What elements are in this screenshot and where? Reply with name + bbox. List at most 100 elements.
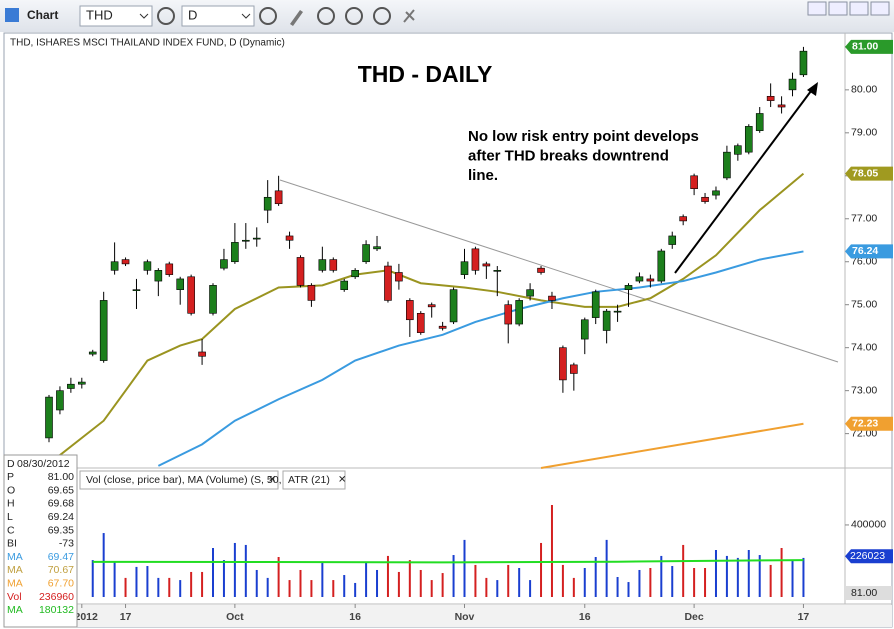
tab-close[interactable]: ✕ [338,475,346,486]
candle-body [701,196,709,202]
info-key: D [7,458,15,470]
settings-button[interactable] [157,7,175,25]
candle-body [548,295,556,301]
info-key: P [7,471,14,483]
volume-tick-label: 400000 [851,519,886,531]
volume-ma [92,559,804,564]
candle-body [657,250,666,282]
y-tick-label: 75.00 [851,298,877,310]
money-button[interactable] [373,7,391,25]
candle-body [570,364,578,374]
price-tag [845,39,893,54]
info-key: MA [7,564,23,576]
candle-body [187,276,195,314]
candle-body [799,50,808,76]
info-value: 69.68 [48,498,74,510]
candle-body [679,216,687,222]
candle-body [515,300,523,325]
info-value: 69.65 [48,484,74,496]
x-tick-label: Oct [226,611,244,623]
candle-body [766,95,775,101]
info-key: Vol [7,591,22,603]
plot: 81.0080.0079.0078.0077.0076.0075.0074.00… [45,39,893,623]
candle-body [734,145,742,155]
info-value: 67.70 [48,577,74,589]
dropdown-arrow [139,13,149,19]
candle-body [416,313,425,333]
maximize-button[interactable] [828,1,848,16]
info-key: MA [7,604,23,616]
candle-body [482,263,491,267]
candle-body [263,196,272,211]
minimize-button[interactable] [807,1,827,16]
candle-body [252,237,261,240]
dropdown-arrow [241,13,251,19]
close-button[interactable] [870,1,890,16]
date-axis [4,605,892,627]
bottom-tag [846,586,892,600]
trend-line [279,179,839,363]
candle-body [340,280,349,290]
y-tick-label: 80.00 [851,84,877,96]
candle-body [351,270,359,278]
candle-body [88,351,97,355]
time-button[interactable] [259,7,277,25]
moving-average [48,172,805,465]
candle-body [755,113,764,131]
candle-body [231,242,239,263]
candle-body [471,248,480,271]
volume-tab[interactable] [79,470,279,490]
candle-body [438,325,447,329]
y-tick-label: 76.00 [851,256,877,268]
candle-body [242,239,250,242]
info-value: 69.47 [48,551,74,563]
play-button[interactable] [345,7,363,25]
period-input[interactable] [181,5,255,27]
link-button[interactable] [403,9,415,23]
indicator-button[interactable] [317,7,335,25]
y-tick-label: 73.00 [851,384,877,396]
candle-body [690,175,698,189]
symbol-value: THD [86,7,113,22]
bottom-tag-label: 81.00 [851,587,877,599]
info-key: O [7,484,15,496]
symbol-input[interactable] [79,5,153,27]
candle-body [307,285,316,301]
draw-button[interactable] [290,10,303,26]
candle-body [602,310,611,331]
info-value: 70.67 [48,564,74,576]
app-icon [5,8,19,22]
annotation: No low risk entry point develops after TH… [468,128,699,184]
candle-body [143,261,152,271]
y-tick-label: 77.00 [851,213,877,225]
info-value: 08/30/2012 [17,458,70,470]
atr-tab-label: ATR (21) [288,474,330,486]
x-tick-label: Dec [684,611,703,623]
y-tick-label: 79.00 [851,127,877,139]
info-value: 69.35 [48,524,74,536]
candle-body [613,310,622,313]
candle-body [362,244,370,263]
chart-legend: THD, ISHARES MSCI THAILAND INDEX FUND, D… [10,38,285,49]
volume-tag [845,549,893,564]
candle-body [744,126,753,153]
chart-frame [3,32,893,628]
candle-body [67,383,75,389]
info-box-bg [3,454,78,628]
volume-tag-label: 226023 [850,550,885,562]
candle-body [285,235,294,241]
price-tag-label: 81.00 [852,41,878,53]
info-value: -73 [59,538,74,550]
candle-body [132,289,141,291]
candle-body [580,319,589,340]
candle-body [526,289,534,297]
tab-close[interactable]: ✕ [268,475,276,486]
candle-body [165,263,174,275]
arrow-head [807,82,818,96]
info-value: 236960 [39,591,74,603]
restore-button[interactable] [849,1,869,16]
atr-tab[interactable] [282,470,346,490]
candle-body [395,272,403,282]
